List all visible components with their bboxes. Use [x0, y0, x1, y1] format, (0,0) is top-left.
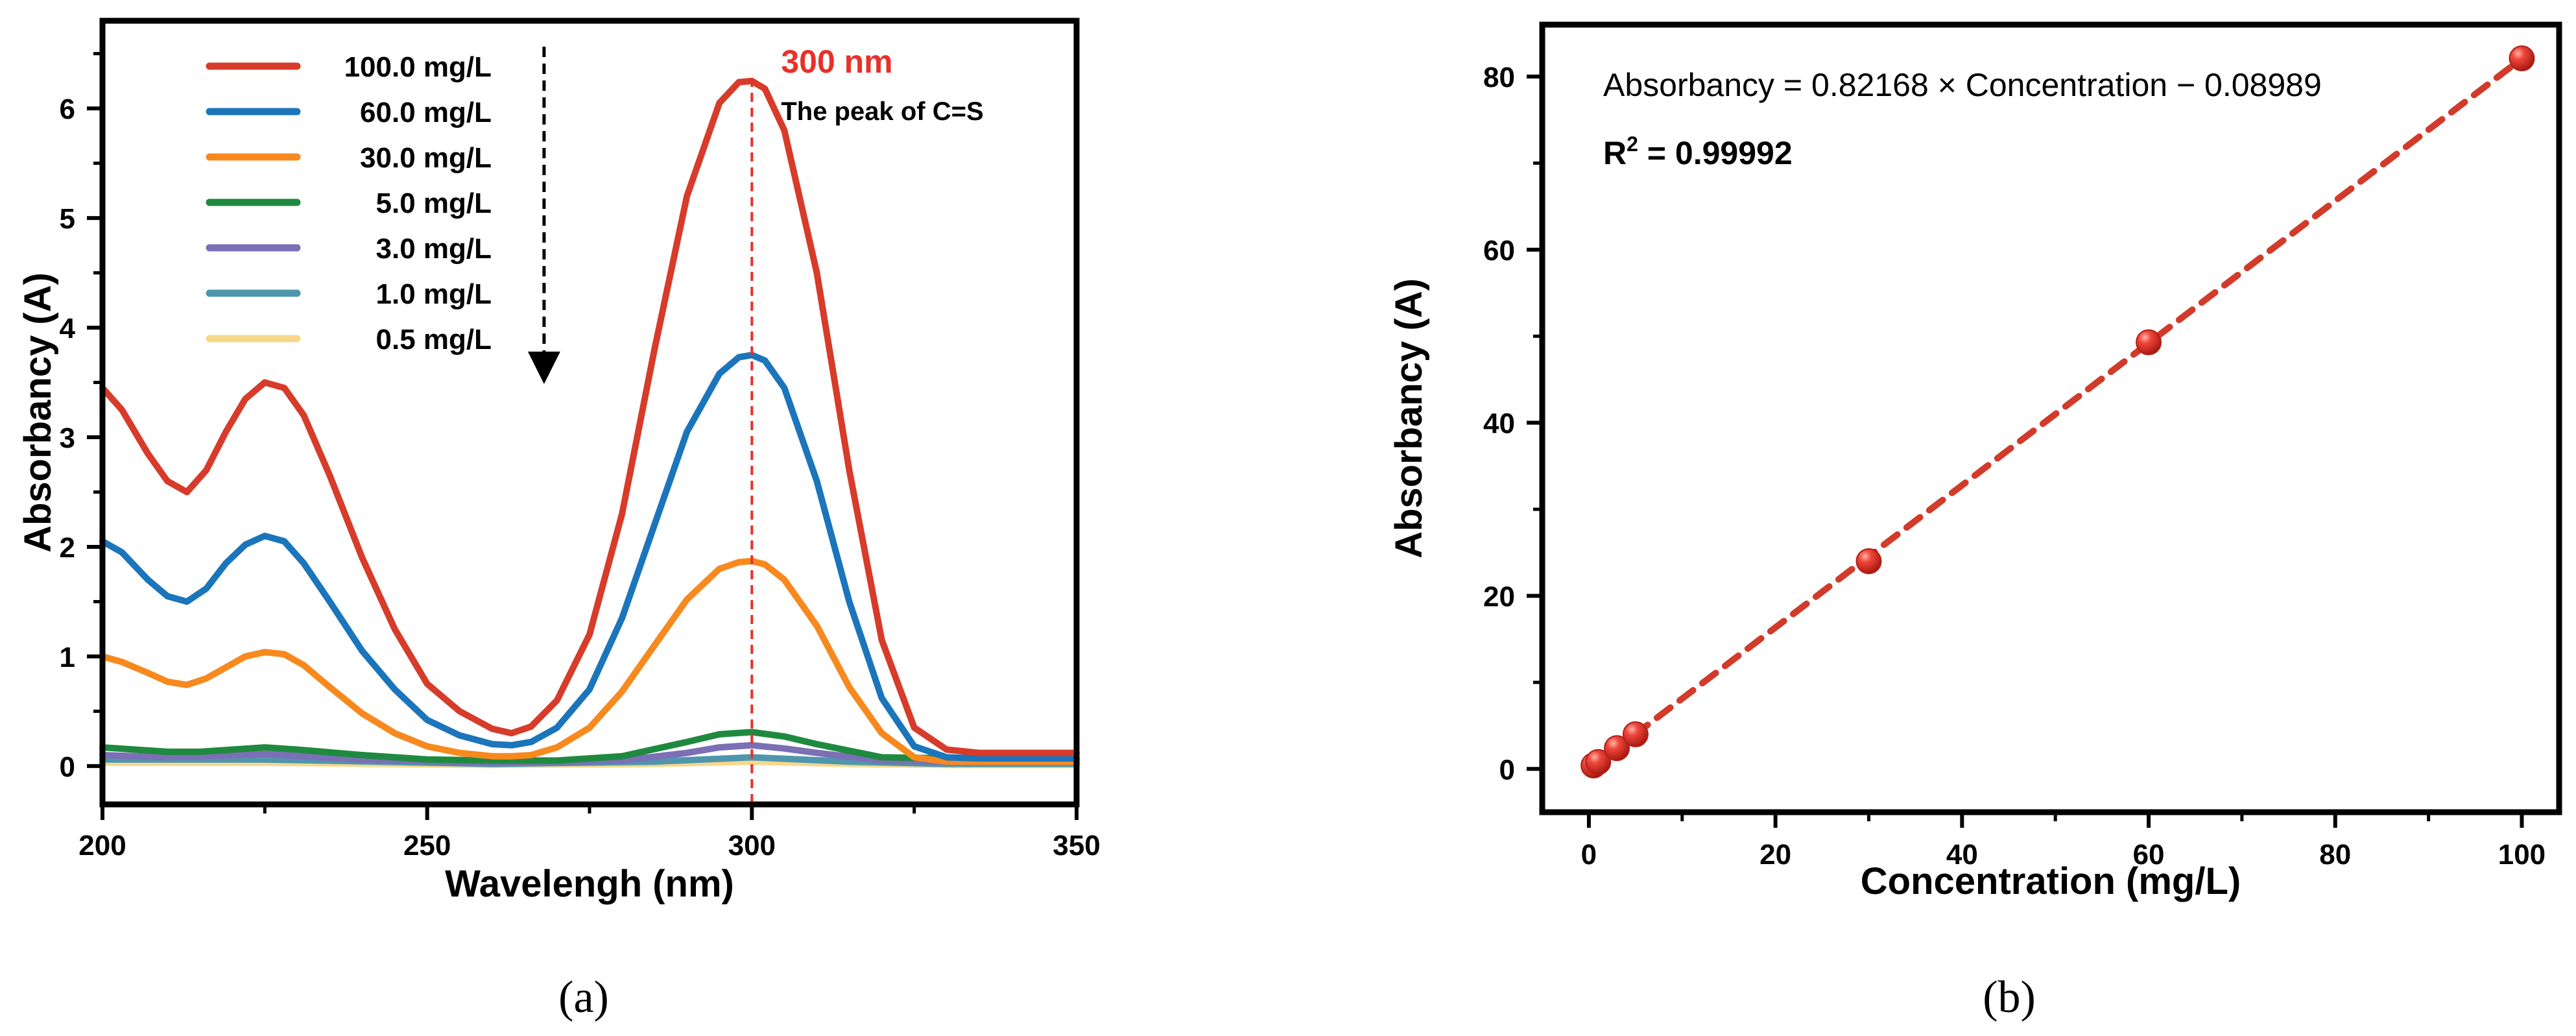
y-axis-title-a: Absorbancy (A)	[17, 272, 59, 553]
linear-fit-line	[1585, 55, 2525, 773]
plot-frame-b	[1539, 21, 2562, 815]
x-tick-label-a-2: 300	[728, 830, 776, 861]
y-tick-label-a-5: 5	[60, 203, 75, 235]
y-tick-label-b-3: 60	[1483, 235, 1515, 267]
y-tick-label-b-2: 40	[1483, 408, 1515, 440]
equation-intercept: 0.08989	[2195, 67, 2322, 103]
equation-lhs: Absorbancy = 0.82168	[1603, 67, 1938, 103]
r2-letter: R	[1603, 135, 1627, 171]
equation-minus-sign: −	[2176, 67, 2195, 103]
calibration-point-4	[1855, 548, 1882, 575]
series-line-2	[99, 557, 1080, 765]
y-tick-label-a-3: 3	[60, 422, 75, 454]
calibration-point-1	[1585, 749, 1612, 775]
y-tick-label-a-4: 4	[60, 313, 76, 344]
x-tick-label-b-2: 40	[1946, 839, 1978, 871]
y-tick-label-a-0: 0	[60, 751, 75, 783]
x-tick-label-a-1: 250	[403, 830, 451, 861]
regression-equation: Absorbancy = 0.82168 × Concentration − 0…	[1603, 67, 2322, 103]
calibration-point-2	[1604, 735, 1630, 762]
x-axis-ticks-b: 0 20 40 60 80 100	[1581, 812, 2546, 871]
y-tick-label-a-6: 6	[60, 93, 75, 125]
x-tick-label-b-5: 100	[2498, 839, 2546, 871]
series-line-0	[99, 77, 1080, 756]
calibration-point-5	[2136, 329, 2162, 355]
x-tick-label-b-4: 80	[2319, 839, 2351, 871]
y-tick-label-b-4: 80	[1483, 62, 1515, 93]
y-axis-ticks-b: 0 20 40 60 80	[1483, 62, 1542, 786]
x-axis-title-b: Concentration (mg/L)	[1861, 860, 2241, 902]
y-tick-label-b-0: 0	[1499, 754, 1515, 786]
panel-a-spectra-chart: 300 nm The peak of C=S 100.0 mg/L 60.0 mg…	[17, 18, 1101, 1022]
y-tick-label-a-2: 2	[60, 532, 75, 564]
equation-times-sign: ×	[1938, 67, 1957, 103]
legend-label-4: 3.0 mg/L	[376, 233, 492, 265]
x-axis-ticks-a: 200 250 300 350	[78, 804, 1101, 861]
r-squared-value: R2 = 0.99992	[1603, 132, 1793, 171]
calibration-points-group	[1580, 45, 2535, 778]
legend-label-1: 60.0 mg/L	[360, 97, 492, 128]
y-axis-title-b: Absorbancy (A)	[1388, 278, 1430, 559]
y-tick-label-b-1: 20	[1483, 581, 1515, 612]
r2-superscript: 2	[1627, 132, 1638, 156]
x-tick-label-b-1: 20	[1759, 839, 1791, 871]
legend-label-6: 0.5 mg/L	[376, 324, 492, 355]
legend-label-2: 30.0 mg/L	[360, 142, 492, 174]
x-tick-label-b-3: 60	[2133, 839, 2165, 871]
panel-b-calibration-chart: Absorbancy = 0.82168 × Concentration − 0…	[1388, 21, 2562, 1022]
legend-label-5: 1.0 mg/L	[376, 278, 492, 310]
series-line-4	[99, 741, 1080, 766]
x-tick-label-a-0: 200	[78, 830, 126, 861]
x-tick-label-a-3: 350	[1053, 830, 1100, 861]
panel-label-b: (b)	[1983, 972, 2036, 1022]
series-line-3	[99, 729, 1080, 764]
y-axis-ticks-a: 0 1 2 3 4 5 6	[60, 52, 102, 783]
peak-wavelength-label: 300 nm	[781, 43, 892, 80]
spectra-legend: 100.0 mg/L 60.0 mg/L 30.0 mg/L 5.0 mg/L 3.0 …	[206, 51, 492, 355]
equation-variable: Concentration	[1957, 67, 2176, 103]
panel-label-a: (a)	[558, 972, 609, 1022]
calibration-point-3	[1622, 721, 1649, 747]
calibration-point-6	[2509, 45, 2535, 72]
spectra-series-group	[99, 77, 1080, 769]
x-axis-title-a: Wavelengh (nm)	[445, 863, 734, 905]
series-line-1	[99, 352, 1080, 762]
legend-label-3: 5.0 mg/L	[376, 187, 492, 219]
r2-number: = 0.99992	[1638, 135, 1793, 171]
legend-label-0: 100.0 mg/L	[344, 51, 492, 83]
y-tick-label-a-1: 1	[60, 642, 75, 673]
peak-description-label: The peak of C=S	[781, 97, 983, 126]
x-tick-label-b-0: 0	[1581, 839, 1597, 871]
